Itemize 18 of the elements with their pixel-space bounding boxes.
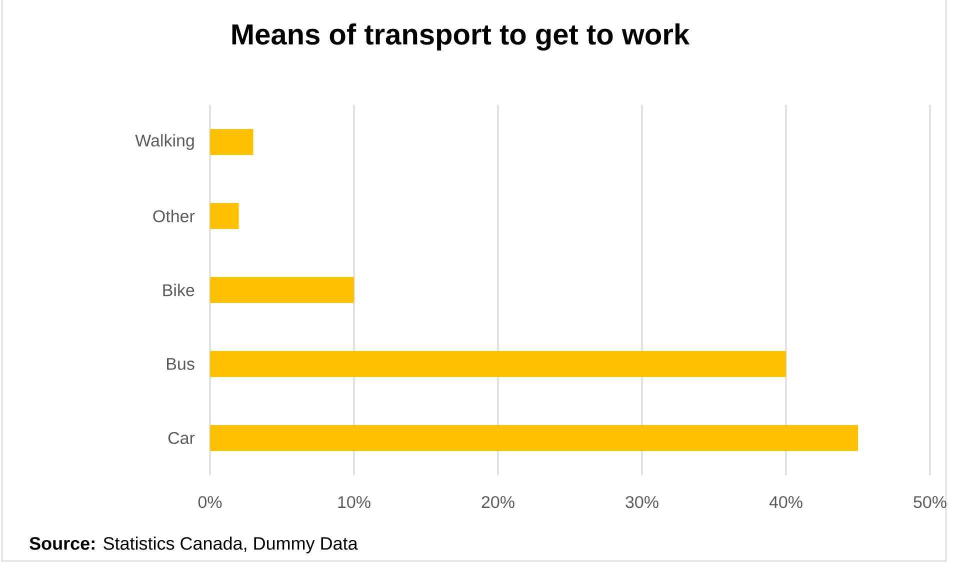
x-tick-label: 30%	[626, 496, 658, 508]
bar	[210, 351, 786, 378]
x-tick-label: 40%	[769, 496, 802, 508]
bar	[210, 129, 254, 156]
y-tick-label: Walking	[135, 134, 194, 150]
bar	[210, 203, 239, 230]
bar	[210, 277, 354, 304]
text: Source: Statistics Canada, Dummy Data	[30, 536, 358, 554]
y-tick-label: Other	[153, 210, 195, 222]
bar	[210, 425, 858, 452]
y-tick-label: Bike	[163, 284, 194, 296]
chart-title: Means of transport to get to work	[232, 23, 690, 51]
y-tick-label: Car	[168, 432, 195, 444]
x-tick-label: 10%	[338, 496, 370, 508]
x-tick-label: 20%	[482, 496, 514, 508]
x-tick-label: 0%	[198, 496, 222, 508]
x-tick-label: 50%	[914, 496, 946, 508]
y-tick-label: Bus	[167, 358, 194, 370]
